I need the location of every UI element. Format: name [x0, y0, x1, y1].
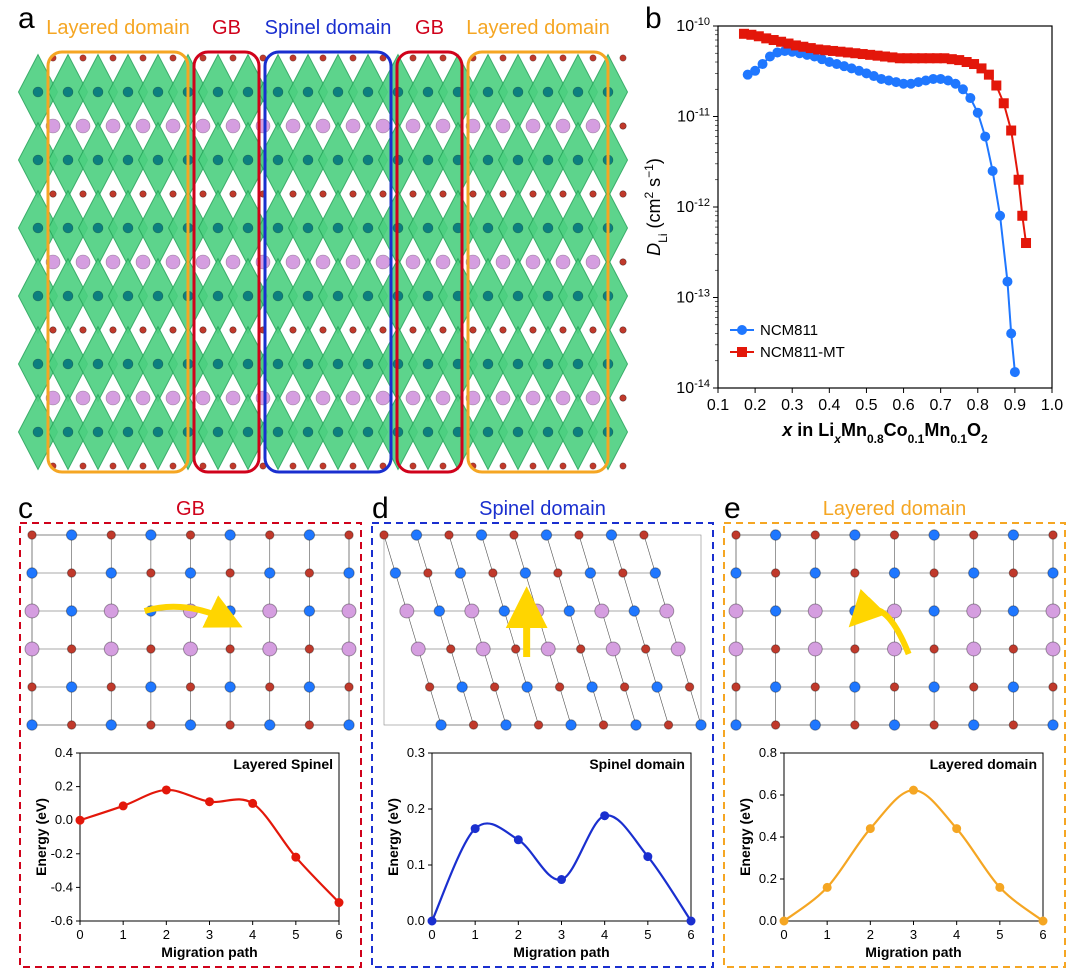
- svg-text:-0.6: -0.6: [51, 913, 73, 928]
- svg-text:Layered domain: Layered domain: [930, 756, 1037, 772]
- svg-text:Layered Spinel: Layered Spinel: [233, 756, 333, 772]
- svg-text:0.4: 0.4: [759, 829, 777, 844]
- svg-text:0.4: 0.4: [55, 745, 73, 760]
- svg-text:Energy (eV): Energy (eV): [737, 798, 753, 876]
- domain-label: Layered domain: [46, 17, 189, 39]
- svg-text:x in LixMn0.8Co0.1Mn0.1O2: x in LixMn0.8Co0.1Mn0.1O2: [781, 420, 988, 446]
- figure-root: a b c d e Layered domainGBSpinel domainG…: [0, 0, 1080, 977]
- subpanel-title: GB: [176, 498, 205, 520]
- domain-label: Layered domain: [466, 17, 609, 39]
- svg-text:3: 3: [910, 927, 917, 942]
- svg-text:5: 5: [292, 927, 299, 942]
- svg-text:0.2: 0.2: [759, 871, 777, 886]
- svg-text:5: 5: [644, 927, 651, 942]
- svg-text:2: 2: [515, 927, 522, 942]
- svg-text:6: 6: [1039, 927, 1046, 942]
- svg-text:0.1: 0.1: [707, 397, 729, 414]
- svg-text:6: 6: [687, 927, 694, 942]
- svg-text:4: 4: [249, 927, 256, 942]
- svg-text:0.2: 0.2: [744, 397, 766, 414]
- svg-text:0.8: 0.8: [967, 397, 989, 414]
- subpanel-title: Layered domain: [823, 498, 966, 520]
- svg-text:-0.2: -0.2: [51, 846, 73, 861]
- panel-d: Spinel domain 0 1 2 3 4 5 6 0.0 0.1 0.2 0.3 Migratio…: [370, 495, 715, 969]
- svg-text:4: 4: [953, 927, 960, 942]
- domain-label: Spinel domain: [265, 17, 392, 39]
- panel-a-structure: Layered domain GB Spinel domain GB Layered d…: [18, 8, 638, 478]
- domain-label: GB: [415, 17, 444, 39]
- svg-text:0: 0: [780, 927, 787, 942]
- svg-text:6: 6: [335, 927, 342, 942]
- svg-text:1.0: 1.0: [1041, 397, 1063, 414]
- svg-text:10-11: 10-11: [677, 107, 710, 126]
- svg-text:1: 1: [824, 927, 831, 942]
- svg-text:0.7: 0.7: [930, 397, 952, 414]
- svg-text:10-10: 10-10: [676, 16, 710, 35]
- svg-text:0.0: 0.0: [55, 812, 73, 827]
- svg-text:10-12: 10-12: [676, 197, 710, 216]
- svg-text:0.5: 0.5: [855, 397, 877, 414]
- domain-label: GB: [212, 17, 241, 39]
- svg-text:0.4: 0.4: [818, 397, 840, 414]
- svg-text:0.9: 0.9: [1004, 397, 1026, 414]
- svg-text:2: 2: [163, 927, 170, 942]
- svg-text:2: 2: [867, 927, 874, 942]
- svg-text:Spinel domain: Spinel domain: [589, 756, 685, 772]
- svg-text:Energy (eV): Energy (eV): [385, 798, 401, 876]
- svg-text:DLi (cm2 s−1): DLi (cm2 s−1): [642, 158, 670, 256]
- svg-text:NCM811-MT: NCM811-MT: [760, 344, 845, 361]
- svg-text:0: 0: [76, 927, 83, 942]
- svg-text:-0.4: -0.4: [51, 879, 73, 894]
- svg-text:0.1: 0.1: [407, 857, 425, 872]
- subpanel-title: Spinel domain: [479, 498, 606, 520]
- svg-text:0.0: 0.0: [407, 913, 425, 928]
- panel-e: Layered domain 0 1 2 3 4 5 6 0.0 0.2 0.4 0.6 0.8 Migr…: [722, 495, 1067, 969]
- svg-text:4: 4: [601, 927, 608, 942]
- svg-text:0: 0: [428, 927, 435, 942]
- svg-text:0.0: 0.0: [759, 913, 777, 928]
- svg-text:0.6: 0.6: [759, 787, 777, 802]
- panel-c: GB 0 1 2 3 4 5 6 -0.6 -0.4 -0.2 0.0 0.2 0.4 Migration …: [18, 495, 363, 969]
- svg-text:1: 1: [472, 927, 479, 942]
- svg-text:Energy (eV): Energy (eV): [33, 798, 49, 876]
- svg-text:1: 1: [120, 927, 127, 942]
- svg-text:0.2: 0.2: [55, 779, 73, 794]
- svg-text:5: 5: [996, 927, 1003, 942]
- svg-text:Migration path: Migration path: [865, 944, 961, 960]
- svg-text:0.3: 0.3: [407, 745, 425, 760]
- svg-text:0.8: 0.8: [759, 745, 777, 760]
- svg-text:Migration path: Migration path: [513, 944, 609, 960]
- svg-text:0.3: 0.3: [781, 397, 803, 414]
- svg-text:10-13: 10-13: [676, 288, 710, 307]
- svg-text:NCM811: NCM811: [760, 322, 818, 339]
- svg-text:3: 3: [206, 927, 213, 942]
- svg-text:0.2: 0.2: [407, 801, 425, 816]
- panel-b-chart: 0.1 0.2 0.3 0.4 0.5 0.6 0.7 0.8 0.9 1.0 10-14 10-13…: [640, 8, 1072, 448]
- svg-text:3: 3: [558, 927, 565, 942]
- svg-text:10-14: 10-14: [676, 378, 710, 397]
- svg-text:Migration path: Migration path: [161, 944, 257, 960]
- svg-text:0.6: 0.6: [892, 397, 914, 414]
